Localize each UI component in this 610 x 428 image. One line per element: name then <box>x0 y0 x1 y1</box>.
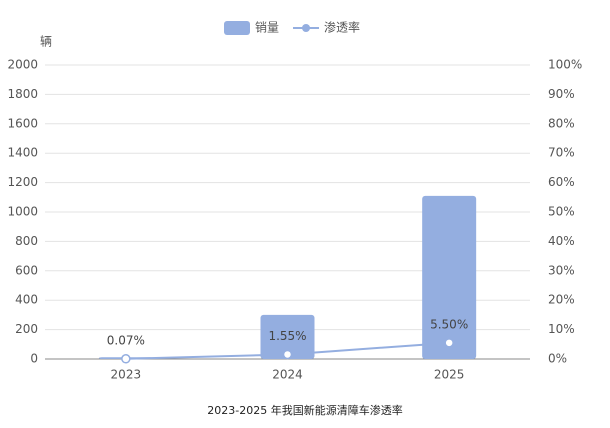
y-tick-label: 0 <box>30 352 38 366</box>
y2-tick-label: 60% <box>548 175 575 189</box>
y2-tick-label: 50% <box>548 205 575 219</box>
y-axis-unit: 辆 <box>40 35 52 49</box>
value-label: 5.50% <box>430 317 468 331</box>
legend-swatch-marker <box>302 24 311 32</box>
legend-label: 销量 <box>255 21 279 35</box>
bar <box>260 314 315 359</box>
line-marker <box>444 338 454 348</box>
y2-tick-label: 100% <box>548 58 582 72</box>
y-tick-label: 1200 <box>7 175 38 189</box>
y2-tick-label: 30% <box>548 263 575 277</box>
line-marker <box>282 349 293 360</box>
y2-tick-label: 10% <box>548 322 575 336</box>
y-tick-label: 200 <box>15 322 38 336</box>
line-marker <box>121 354 131 364</box>
y2-tick-label: 70% <box>548 146 575 160</box>
y2-tick-label: 0% <box>548 352 567 366</box>
legend-swatch <box>224 21 250 35</box>
y-tick-label: 600 <box>15 263 38 277</box>
y-tick-label: 1400 <box>7 146 38 160</box>
y-tick-label: 800 <box>15 234 38 248</box>
y-tick-label: 2000 <box>7 58 38 72</box>
bar <box>422 195 477 359</box>
y-tick-label: 400 <box>15 293 38 307</box>
y-tick-label: 1000 <box>7 205 38 219</box>
y-tick-label: 1600 <box>7 116 38 130</box>
value-label: 1.55% <box>268 329 306 343</box>
chart-title: 2023-2025 年我国新能源清障车渗透率 <box>207 403 402 417</box>
y2-tick-label: 20% <box>548 293 575 307</box>
y2-tick-label: 90% <box>548 87 575 101</box>
x-tick-label: 2024 <box>272 368 303 382</box>
x-tick-label: 2023 <box>111 368 142 382</box>
y-tick-label: 1800 <box>7 87 38 101</box>
value-label: 0.07% <box>107 333 145 347</box>
legend-label: 渗透率 <box>324 20 360 35</box>
y2-tick-label: 80% <box>548 116 575 130</box>
y2-tick-label: 40% <box>548 234 575 248</box>
x-tick-label: 2025 <box>434 368 465 382</box>
